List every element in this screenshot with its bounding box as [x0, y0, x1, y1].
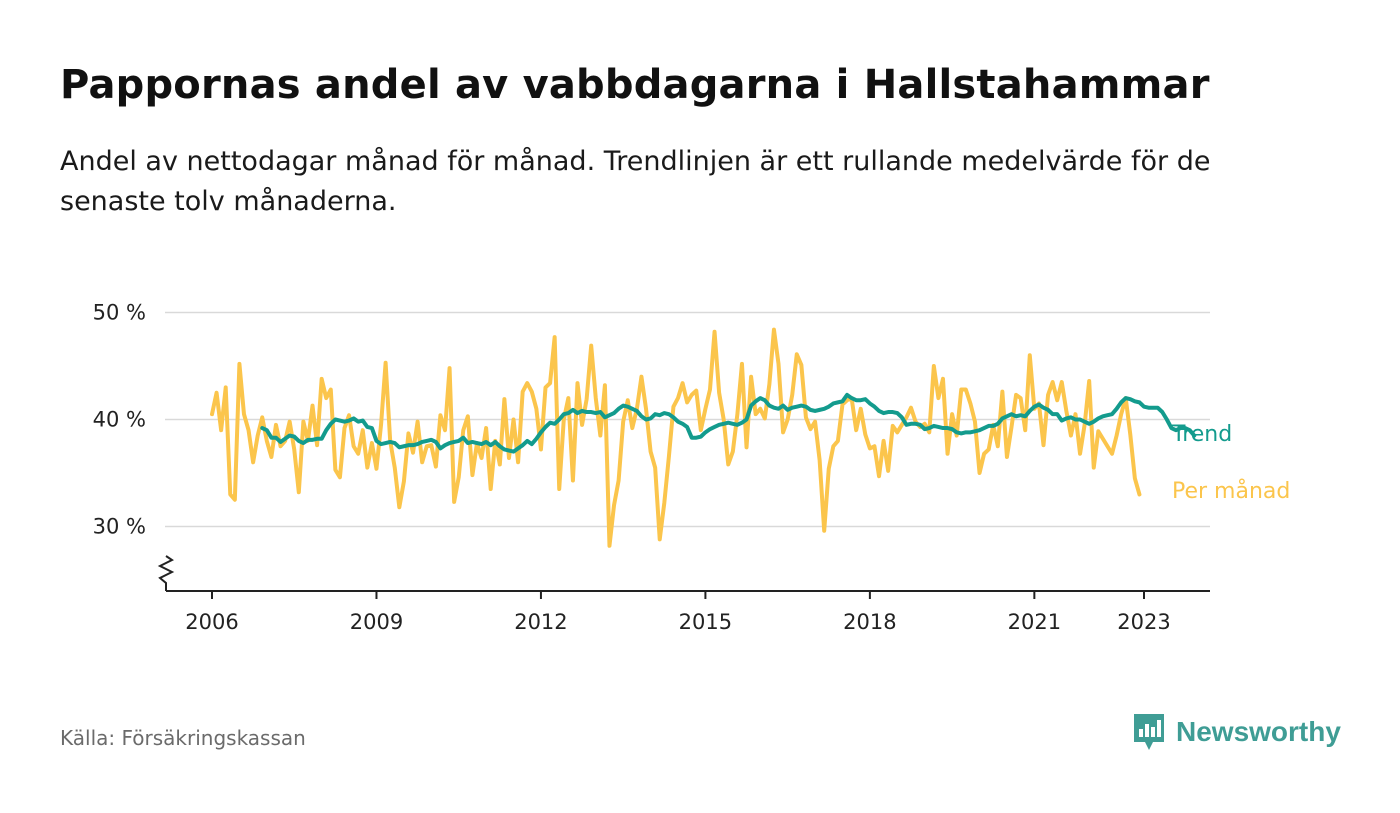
y-axis-tick-labels: 30 % 40 % 50 % — [93, 301, 146, 539]
brand-logo: Newsworthy — [1132, 712, 1341, 752]
x-tick-label: 2006 — [185, 610, 238, 634]
brand-name: Newsworthy — [1176, 716, 1341, 747]
chart-title: Pappornas andel av vabbdagarna i Hallsta… — [60, 62, 1210, 108]
series-label-trend: Trend — [1171, 422, 1232, 447]
series-lines — [210, 327, 1197, 548]
series-label-per-manad: Per månad — [1172, 478, 1290, 504]
x-tick-label: 2015 — [679, 610, 732, 634]
y-tick-label: 50 % — [93, 301, 146, 325]
x-tick-label: 2009 — [350, 610, 403, 634]
x-tick-label: 2021 — [1008, 610, 1061, 634]
gridlines — [165, 311, 1210, 528]
series-line-trend — [260, 392, 1197, 454]
y-tick-label: 30 % — [93, 515, 146, 539]
y-tick-label: 40 % — [93, 408, 146, 432]
x-tick-label: 2023 — [1117, 610, 1170, 634]
x-axis — [157, 555, 1210, 592]
chart-subtitle: Andel av nettodagar månad för månad. Tre… — [60, 146, 1211, 217]
x-axis-ticks: 2006 2009 2012 2015 2018 2021 2023 — [185, 591, 1171, 634]
bar-chart-speech-bubble-icon — [1134, 714, 1164, 750]
x-tick-label: 2012 — [514, 610, 567, 634]
x-tick-label: 2018 — [843, 610, 896, 634]
source-note: Källa: Försäkringskassan — [60, 726, 306, 750]
y-axis-break-icon — [157, 555, 175, 591]
series-line-per-manad — [210, 327, 1142, 548]
